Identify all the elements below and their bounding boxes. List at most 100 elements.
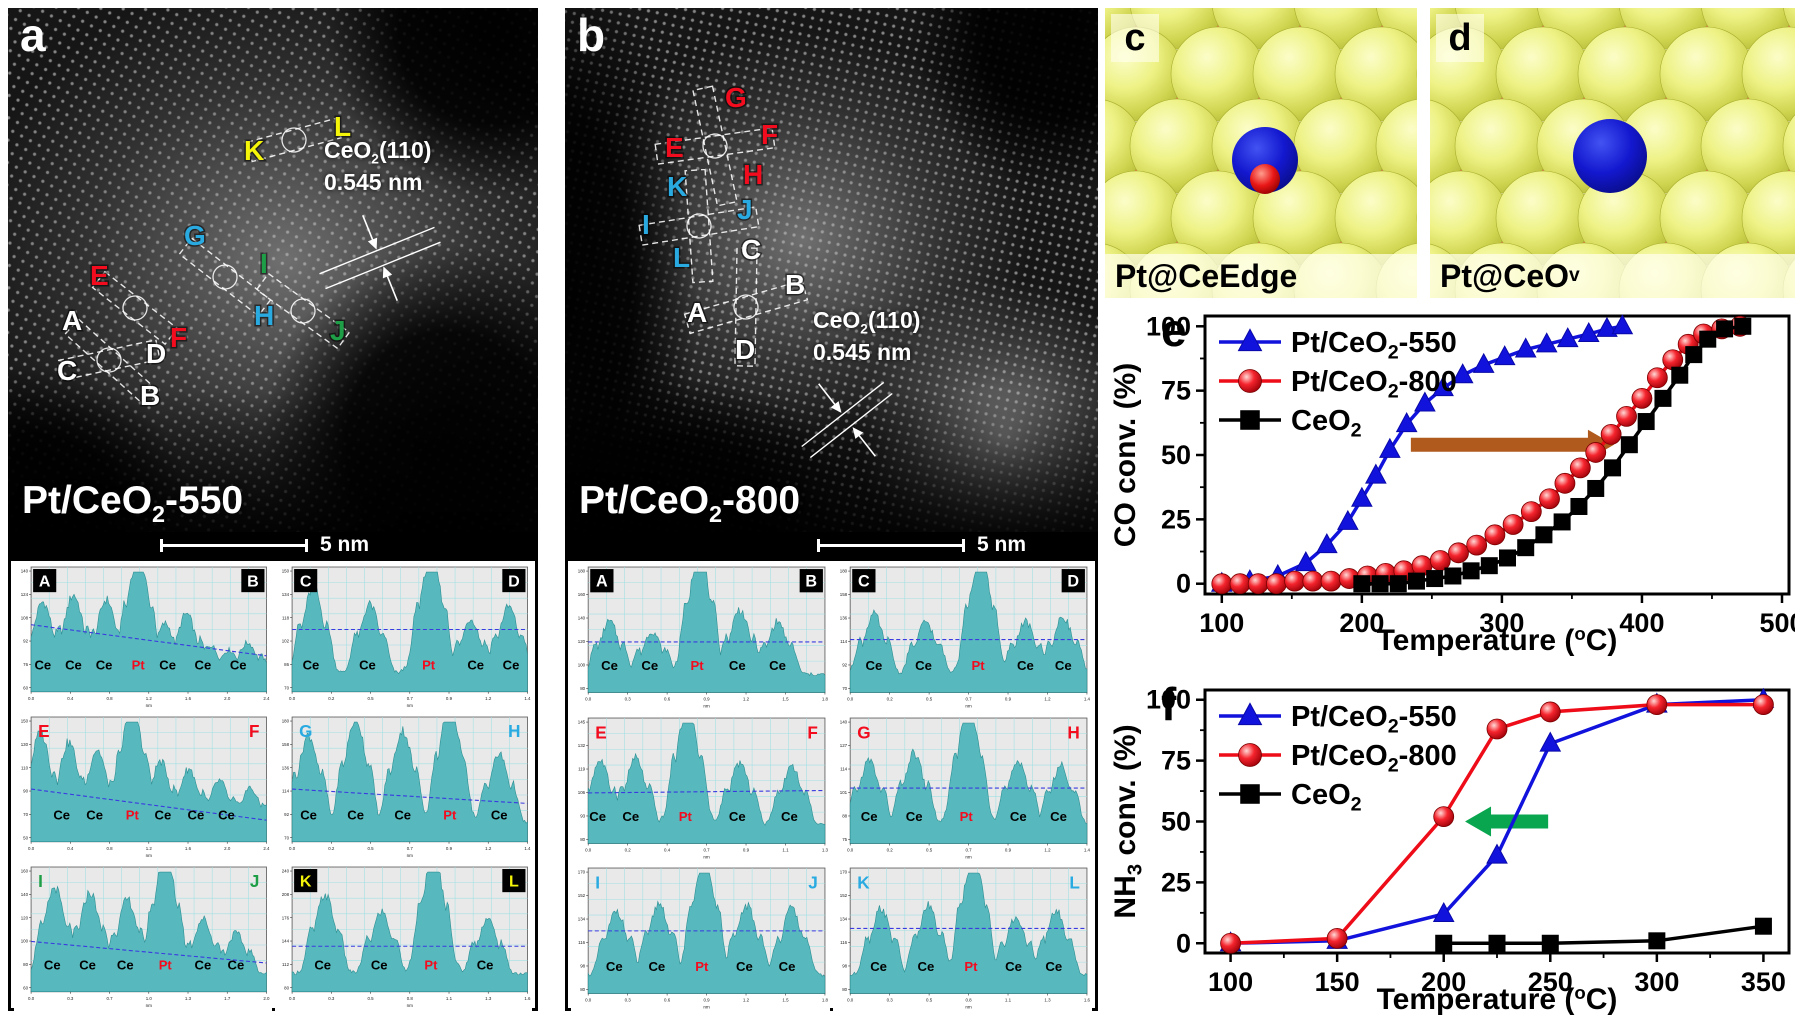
svg-text:136: 136 xyxy=(840,616,848,621)
panel-b-line-profiles: 180 160 140 120 100 80 0.0 0.3 0.6 0.9 1.2 1.5 1.8 nm… xyxy=(565,558,1098,1014)
panel-a-lattice-annotation: CeO2(110) 0.545 nm xyxy=(324,136,431,197)
svg-text:D: D xyxy=(1067,573,1079,591)
panel-c-atomic-model: c Pt@CeEdge xyxy=(1105,8,1417,298)
svg-text:170: 170 xyxy=(578,870,586,875)
svg-text:C: C xyxy=(858,573,870,591)
scan-endpoint-letter-K: K xyxy=(667,171,687,202)
panel-a-title: Pt/CeO2-550 xyxy=(22,479,243,528)
svg-text:B: B xyxy=(805,573,817,591)
svg-text:A: A xyxy=(596,573,608,591)
peak-label-Ce: Ce xyxy=(35,658,52,673)
profile-svg: 170 152 134 116 98 80 0.0 0.3 0.6 0.9 1.2 1.5 1.8 nm I… xyxy=(578,867,829,1010)
scan-endpoint-letter-D: D xyxy=(146,338,166,369)
peak-label-Pt: Pt xyxy=(422,658,436,673)
svg-text:1.4: 1.4 xyxy=(1084,847,1091,852)
peak-label-Ce: Ce xyxy=(606,960,623,975)
svg-text:0.7: 0.7 xyxy=(703,847,710,852)
scan-endpoint-letter-H: H xyxy=(254,300,274,331)
svg-text:1.2: 1.2 xyxy=(146,696,153,701)
peak-label-Ce: Ce xyxy=(188,807,205,822)
svg-text:116: 116 xyxy=(578,941,586,946)
profile-svg: 160 140 120 100 80 600.0 0.3 0.7 1.0 1.3 1.7 2.0 nm I… xyxy=(21,866,270,1008)
svg-text:80: 80 xyxy=(842,987,847,992)
line-scan-box xyxy=(683,279,809,335)
svg-text:2.4: 2.4 xyxy=(263,846,270,851)
svg-text:NH3 conv. (%): NH3 conv. (%) xyxy=(1109,724,1147,918)
svg-text:0.9: 0.9 xyxy=(703,998,710,1003)
scan-endpoint-letter-L: L xyxy=(334,111,351,142)
svg-text:0.6: 0.6 xyxy=(664,697,671,702)
peak-label-Ce: Ce xyxy=(65,658,82,673)
panel-e-co-conversion-chart: 0 25 50 75 100 100 200 300 400 500 Temperature (oC… xyxy=(1105,302,1795,658)
svg-text:CO conv. (%): CO conv. (%) xyxy=(1109,363,1142,547)
peak-label-Ce: Ce xyxy=(490,807,507,822)
svg-text:400: 400 xyxy=(1619,608,1664,638)
svg-text:0.7: 0.7 xyxy=(406,846,413,851)
svg-text:170: 170 xyxy=(840,870,848,875)
peak-label-Ce: Ce xyxy=(779,960,796,975)
svg-text:0.8: 0.8 xyxy=(406,995,413,1000)
line-scan-box xyxy=(734,247,758,367)
svg-text:114: 114 xyxy=(282,788,290,793)
peak-label-Ce: Ce xyxy=(467,658,484,673)
svg-text:nm: nm xyxy=(406,703,413,708)
peak-label-Ce: Ce xyxy=(589,809,606,824)
svg-text:100: 100 xyxy=(21,938,29,943)
svg-text:G: G xyxy=(857,722,870,742)
peak-label-Ce: Ce xyxy=(1055,658,1072,673)
svg-text:500: 500 xyxy=(1759,608,1795,638)
svg-text:Pt/CeO2-550: Pt/CeO2-550 xyxy=(1291,327,1457,363)
svg-text:1.5: 1.5 xyxy=(782,697,789,702)
svg-text:140: 140 xyxy=(840,719,848,724)
svg-text:1.5: 1.5 xyxy=(782,998,789,1003)
svg-text:0.2: 0.2 xyxy=(887,847,894,852)
peak-label-Ce: Ce xyxy=(370,957,387,972)
scan-endpoint-letter-G: G xyxy=(184,220,206,251)
peak-label-Ce: Ce xyxy=(641,658,658,673)
panel-e-label: e xyxy=(1161,304,1187,356)
svg-text:250: 250 xyxy=(1528,967,1573,997)
svg-text:D: D xyxy=(508,573,520,591)
caption-text: Pt@CeO xyxy=(1440,257,1569,294)
chart-svg-e: 0 25 50 75 100 100 200 300 400 500 Temperature (oC… xyxy=(1109,304,1795,657)
profile-svg: 170 152 134 116 98 80 0.0 0.3 0.5 0.8 1.1 1.3 1.6 nm K… xyxy=(840,867,1091,1010)
svg-text:140: 140 xyxy=(21,569,29,574)
svg-text:CeO2: CeO2 xyxy=(1291,779,1362,815)
svg-text:1.2: 1.2 xyxy=(146,846,153,851)
svg-text:200: 200 xyxy=(1421,967,1466,997)
svg-text:I: I xyxy=(595,873,600,893)
svg-text:1.6: 1.6 xyxy=(185,846,192,851)
panel-b-lattice-annotation: CeO2(110) 0.545 nm xyxy=(813,306,920,367)
svg-text:132: 132 xyxy=(578,743,586,748)
svg-text:114: 114 xyxy=(840,639,848,644)
svg-text:Pt/CeO2-800: Pt/CeO2-800 xyxy=(1291,740,1457,776)
svg-text:100: 100 xyxy=(1208,967,1253,997)
series-circle xyxy=(1211,315,1751,595)
title-text: -800 xyxy=(722,479,801,523)
peak-label-Pt: Pt xyxy=(691,658,705,673)
svg-text:150: 150 xyxy=(21,718,29,723)
legend-item: CeO2 xyxy=(1219,405,1362,441)
profile-svg: 180 160 140 120 100 80 0.0 0.3 0.6 0.9 1.2 1.5 1.8 nm… xyxy=(578,566,829,709)
scan-endpoint-letter-H: H xyxy=(743,159,763,190)
svg-text:0.0: 0.0 xyxy=(289,995,296,1000)
peak-label-Ce: Ce xyxy=(314,957,331,972)
svg-text:150: 150 xyxy=(281,569,289,574)
peak-label-Ce: Ce xyxy=(870,960,887,975)
svg-text:93: 93 xyxy=(580,813,585,818)
svg-text:0.9: 0.9 xyxy=(1005,847,1012,852)
svg-text:1.6: 1.6 xyxy=(185,696,192,701)
peak-label-Pt: Pt xyxy=(971,658,985,673)
title-text: Pt/CeO xyxy=(579,479,710,523)
panel-a-scan-overlay: K L G I E F H J AC DB xyxy=(56,110,441,413)
svg-text:nm: nm xyxy=(406,853,413,858)
svg-text:0.8: 0.8 xyxy=(106,846,113,851)
profile-svg: 180 158 136 114 92 70 0.0 0.2 0.5 0.7 0.9 1.2 1.4 nm C… xyxy=(840,566,1091,709)
peak-label-Ce: Ce xyxy=(622,809,639,824)
svg-text:0.5: 0.5 xyxy=(926,998,933,1003)
peak-label-Ce: Ce xyxy=(918,960,935,975)
svg-text:50: 50 xyxy=(1161,440,1191,470)
scan-endpoint-letter-I: I xyxy=(260,248,268,279)
peak-label-Ce: Ce xyxy=(1017,658,1034,673)
panel-c-caption: Pt@CeEdge xyxy=(1105,254,1417,298)
